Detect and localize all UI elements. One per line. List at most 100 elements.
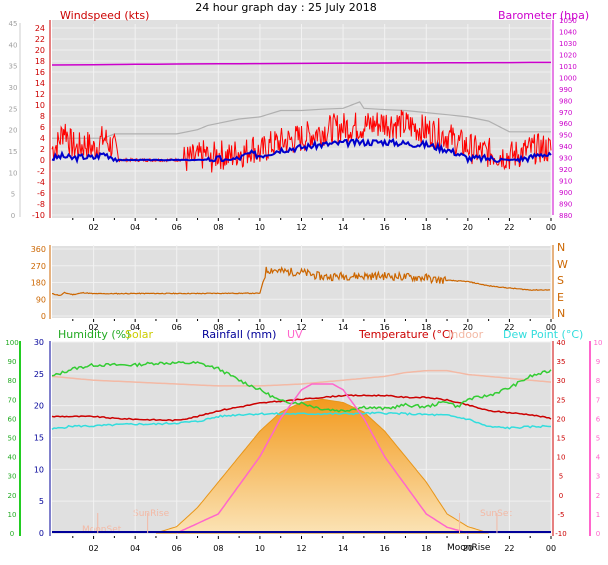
series-temperature — [51, 394, 552, 422]
series-indoor — [51, 369, 552, 387]
baro-ytick-label: 1020 — [559, 51, 577, 59]
uv-ytick-label: 3 — [596, 473, 600, 481]
dir-ytick-label: 0 — [41, 312, 46, 321]
baro-ytick-label: 890 — [559, 201, 572, 209]
wind-xtick-label: 22 — [504, 223, 514, 232]
baro-ytick-label: 1050 — [559, 17, 577, 25]
baro-ytick-label: 990 — [559, 86, 572, 94]
baro-ytick-label: 940 — [559, 143, 572, 151]
wind-ytick-label: -4 — [37, 178, 45, 187]
dir-ytick-label: 360 — [31, 245, 46, 254]
gust-ytick-label: 10 — [9, 169, 18, 177]
humidity-ytick-label: 70 — [8, 396, 17, 404]
series-wind-direction — [52, 266, 550, 297]
temp-ytick-label: -5 — [558, 511, 565, 519]
wind-ytick-label: 6 — [40, 123, 45, 132]
dir-xtick-label: 16 — [380, 323, 390, 332]
chart-title: 24 hour graph day : 25 July 2018 — [195, 1, 377, 14]
rain-ytick-label: 25 — [34, 370, 44, 379]
wind-xtick-label: 14 — [338, 223, 348, 232]
dir-label-n-bottom: N — [557, 307, 565, 320]
baro-ytick-label: 980 — [559, 97, 572, 105]
dir-xtick-label: 14 — [338, 323, 348, 332]
wind-xtick-label: 16 — [380, 223, 390, 232]
rain-ytick-label: 5 — [39, 497, 44, 506]
wind-ytick-label: 8 — [40, 112, 45, 121]
series-gust-max — [52, 101, 551, 139]
rain-ytick-label: 20 — [34, 402, 44, 411]
wind-ytick-label: 10 — [35, 101, 45, 110]
gust-ytick-label: 45 — [9, 20, 18, 28]
baro-ytick-label: 930 — [559, 155, 572, 163]
dir-xtick-label: 10 — [255, 323, 265, 332]
baro-ytick-label: 900 — [559, 189, 572, 197]
wind-ytick-label: 4 — [40, 134, 45, 143]
wind-xtick-label: 20 — [463, 223, 473, 232]
weather-xtick-label: 16 — [380, 544, 390, 553]
series-solar — [155, 398, 489, 534]
wind-xtick-label: 00 — [546, 223, 556, 232]
dir-xtick-label: 06 — [172, 323, 182, 332]
weather-xtick-label: 02 — [88, 544, 98, 553]
wind-ytick-label: -8 — [37, 200, 45, 209]
weather-xtick-label: 18 — [421, 544, 431, 553]
weather-xtick-label: 20 — [463, 544, 473, 553]
baro-ytick-label: 1000 — [559, 74, 577, 82]
wind-ytick-label: 12 — [35, 90, 45, 99]
baro-ytick-label: 1010 — [559, 63, 577, 71]
weather-xtick-label: 04 — [130, 544, 140, 553]
wind-ytick-label: -6 — [37, 189, 45, 198]
wind-xtick-label: 18 — [421, 223, 431, 232]
baro-ytick-label: 950 — [559, 132, 572, 140]
dir-xtick-label: 02 — [88, 323, 98, 332]
annot-sunrise: SunRise — [133, 509, 170, 519]
annot-sunset: SunSet — [480, 509, 512, 519]
dir-xtick-label: 04 — [130, 323, 140, 332]
wind-xtick-label: 02 — [88, 223, 98, 232]
dir-xtick-label: 22 — [504, 323, 514, 332]
gust-ytick-label: 20 — [9, 127, 18, 135]
dir-xtick-label: 20 — [463, 323, 473, 332]
baro-ytick-label: 1040 — [559, 28, 577, 36]
humidity-ytick-label: 40 — [8, 454, 17, 462]
baro-ytick-label: 1030 — [559, 40, 577, 48]
temp-ytick-label: 25 — [557, 396, 566, 404]
wind-xtick-label: 10 — [255, 223, 265, 232]
wind-ytick-label: 22 — [35, 35, 45, 44]
dir-label-w: W — [557, 258, 568, 271]
dir-xtick-label: 12 — [296, 323, 306, 332]
temp-ytick-label: 30 — [557, 377, 566, 385]
legend-uv: UV — [287, 328, 303, 341]
rain-ytick-label: 10 — [34, 465, 44, 474]
legend-solar: Solar — [125, 328, 154, 341]
dir-xtick-label: 08 — [213, 323, 223, 332]
weather-xtick-label: 06 — [172, 544, 182, 553]
temp-ytick-label: 15 — [557, 435, 566, 443]
humidity-ytick-label: 100 — [5, 339, 18, 347]
gust-ytick-label: 35 — [9, 63, 18, 71]
uv-ytick-label: 9 — [596, 358, 600, 366]
wind-ytick-label: 0 — [40, 156, 45, 165]
series-dewpoint — [51, 411, 551, 430]
weather-xtick-label: 10 — [255, 544, 265, 553]
series-uv — [176, 383, 469, 534]
temp-ytick-label: 5 — [559, 473, 563, 481]
humidity-ytick-label: 10 — [8, 511, 17, 519]
series-wind-average — [51, 137, 552, 165]
wind-ytick-label: 18 — [35, 57, 45, 66]
wind-ytick-label: 24 — [35, 24, 45, 33]
humidity-ytick-label: 60 — [8, 415, 17, 423]
uv-ytick-label: 4 — [596, 454, 601, 462]
gust-ytick-label: 40 — [9, 41, 18, 49]
wind-ytick-label: 14 — [35, 79, 45, 88]
wind-xtick-label: 04 — [130, 223, 140, 232]
weather-xtick-label: 22 — [504, 544, 514, 553]
annot-moonset: MoonSet — [82, 525, 122, 535]
uv-ytick-label: 5 — [596, 435, 600, 443]
legend-humidity: Humidity (%) — [58, 328, 130, 341]
wind-xtick-label: 06 — [172, 223, 182, 232]
weather-xtick-label: 12 — [296, 544, 306, 553]
temp-ytick-label: 35 — [557, 358, 566, 366]
uv-ytick-label: 8 — [596, 377, 600, 385]
baro-ytick-label: 920 — [559, 166, 572, 174]
